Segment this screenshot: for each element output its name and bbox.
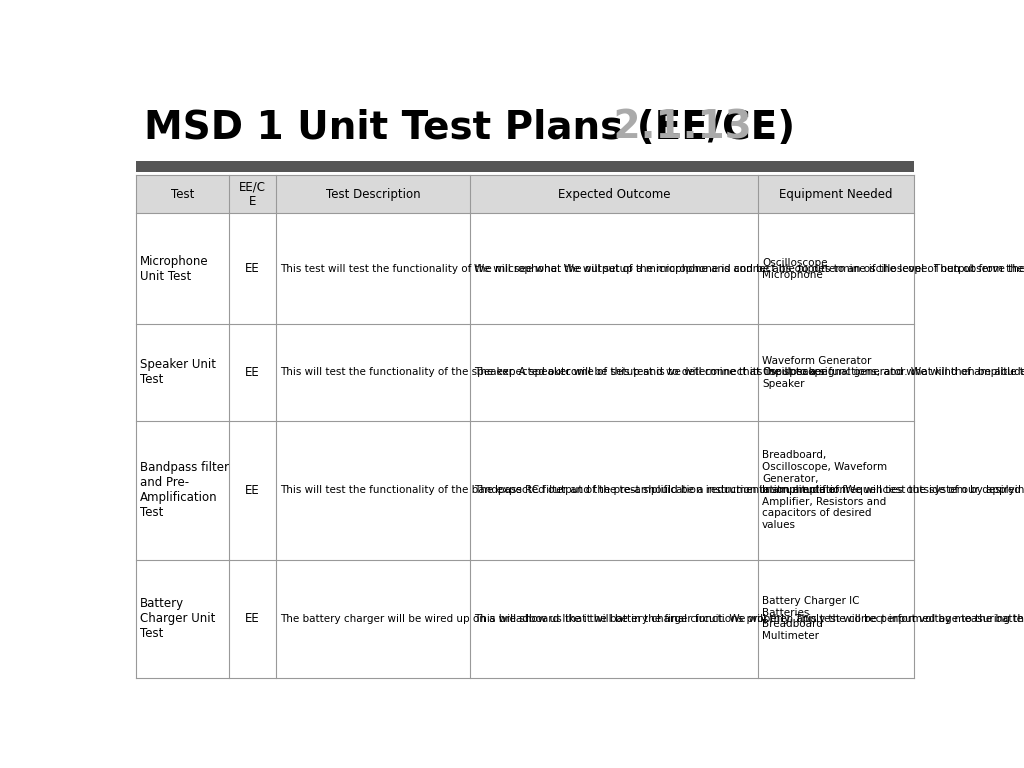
- Text: This will test the functionality of the speaker. A speaker will be setup and we : This will test the functionality of the …: [280, 367, 1024, 377]
- Text: Waveform Generator
Oscilloscope
Speaker: Waveform Generator Oscilloscope Speaker: [762, 356, 871, 389]
- Text: EE: EE: [245, 262, 260, 275]
- Text: 2.1.13: 2.1.13: [600, 108, 752, 147]
- Text: The expected outcome of this test is to determine that the speaker functions, an: The expected outcome of this test is to …: [474, 367, 1024, 377]
- Text: EE: EE: [245, 484, 260, 497]
- Text: The expected output of the test should be a reduction in amplitude of frequencie: The expected output of the test should b…: [474, 485, 1024, 495]
- Text: EE: EE: [245, 612, 260, 625]
- Text: Microphone
Unit Test: Microphone Unit Test: [140, 255, 209, 283]
- Text: This will show us that the battery charger functions properly. This test will be: This will show us that the battery charg…: [474, 614, 1024, 624]
- FancyBboxPatch shape: [136, 324, 913, 421]
- Text: Test: Test: [171, 187, 195, 200]
- Text: This will test the functionality of the bandpass RC filter and the pre-amplifica: This will test the functionality of the …: [280, 485, 1024, 495]
- Text: Breadboard,
Oscilloscope, Waveform
Generator,
Instrumentation
Amplifier, Resisto: Breadboard, Oscilloscope, Waveform Gener…: [762, 450, 887, 530]
- Text: MSD 1 Unit Test Plans (EE/CE): MSD 1 Unit Test Plans (EE/CE): [143, 108, 795, 147]
- FancyBboxPatch shape: [136, 560, 913, 677]
- FancyBboxPatch shape: [136, 175, 913, 214]
- Text: Battery Charger IC
Batteries
Breadboard
Multimeter: Battery Charger IC Batteries Breadboard …: [762, 596, 859, 641]
- Text: Equipment Needed: Equipment Needed: [779, 187, 893, 200]
- FancyBboxPatch shape: [136, 421, 913, 560]
- Text: This test will test the functionality of the microphone. We will setup a microph: This test will test the functionality of…: [280, 263, 1024, 273]
- Text: EE: EE: [245, 366, 260, 379]
- Text: Bandpass filter
and Pre-
Amplification
Test: Bandpass filter and Pre- Amplification T…: [140, 461, 229, 519]
- FancyBboxPatch shape: [136, 214, 913, 324]
- Text: EE/C
E: EE/C E: [239, 180, 266, 208]
- Text: Expected Outcome: Expected Outcome: [558, 187, 671, 200]
- FancyBboxPatch shape: [136, 161, 913, 172]
- Text: Battery
Charger Unit
Test: Battery Charger Unit Test: [140, 598, 215, 641]
- Text: Test Description: Test Description: [326, 187, 421, 200]
- Text: Speaker Unit
Test: Speaker Unit Test: [140, 359, 216, 386]
- Text: We will see what the output of the microphone is and be able to determine if the: We will see what the output of the micro…: [474, 263, 1024, 273]
- Text: Oscilloscope
Microphone: Oscilloscope Microphone: [762, 258, 827, 280]
- Text: The battery charger will be wired up on a breadboard like it will be in the fina: The battery charger will be wired up on …: [280, 614, 1024, 624]
